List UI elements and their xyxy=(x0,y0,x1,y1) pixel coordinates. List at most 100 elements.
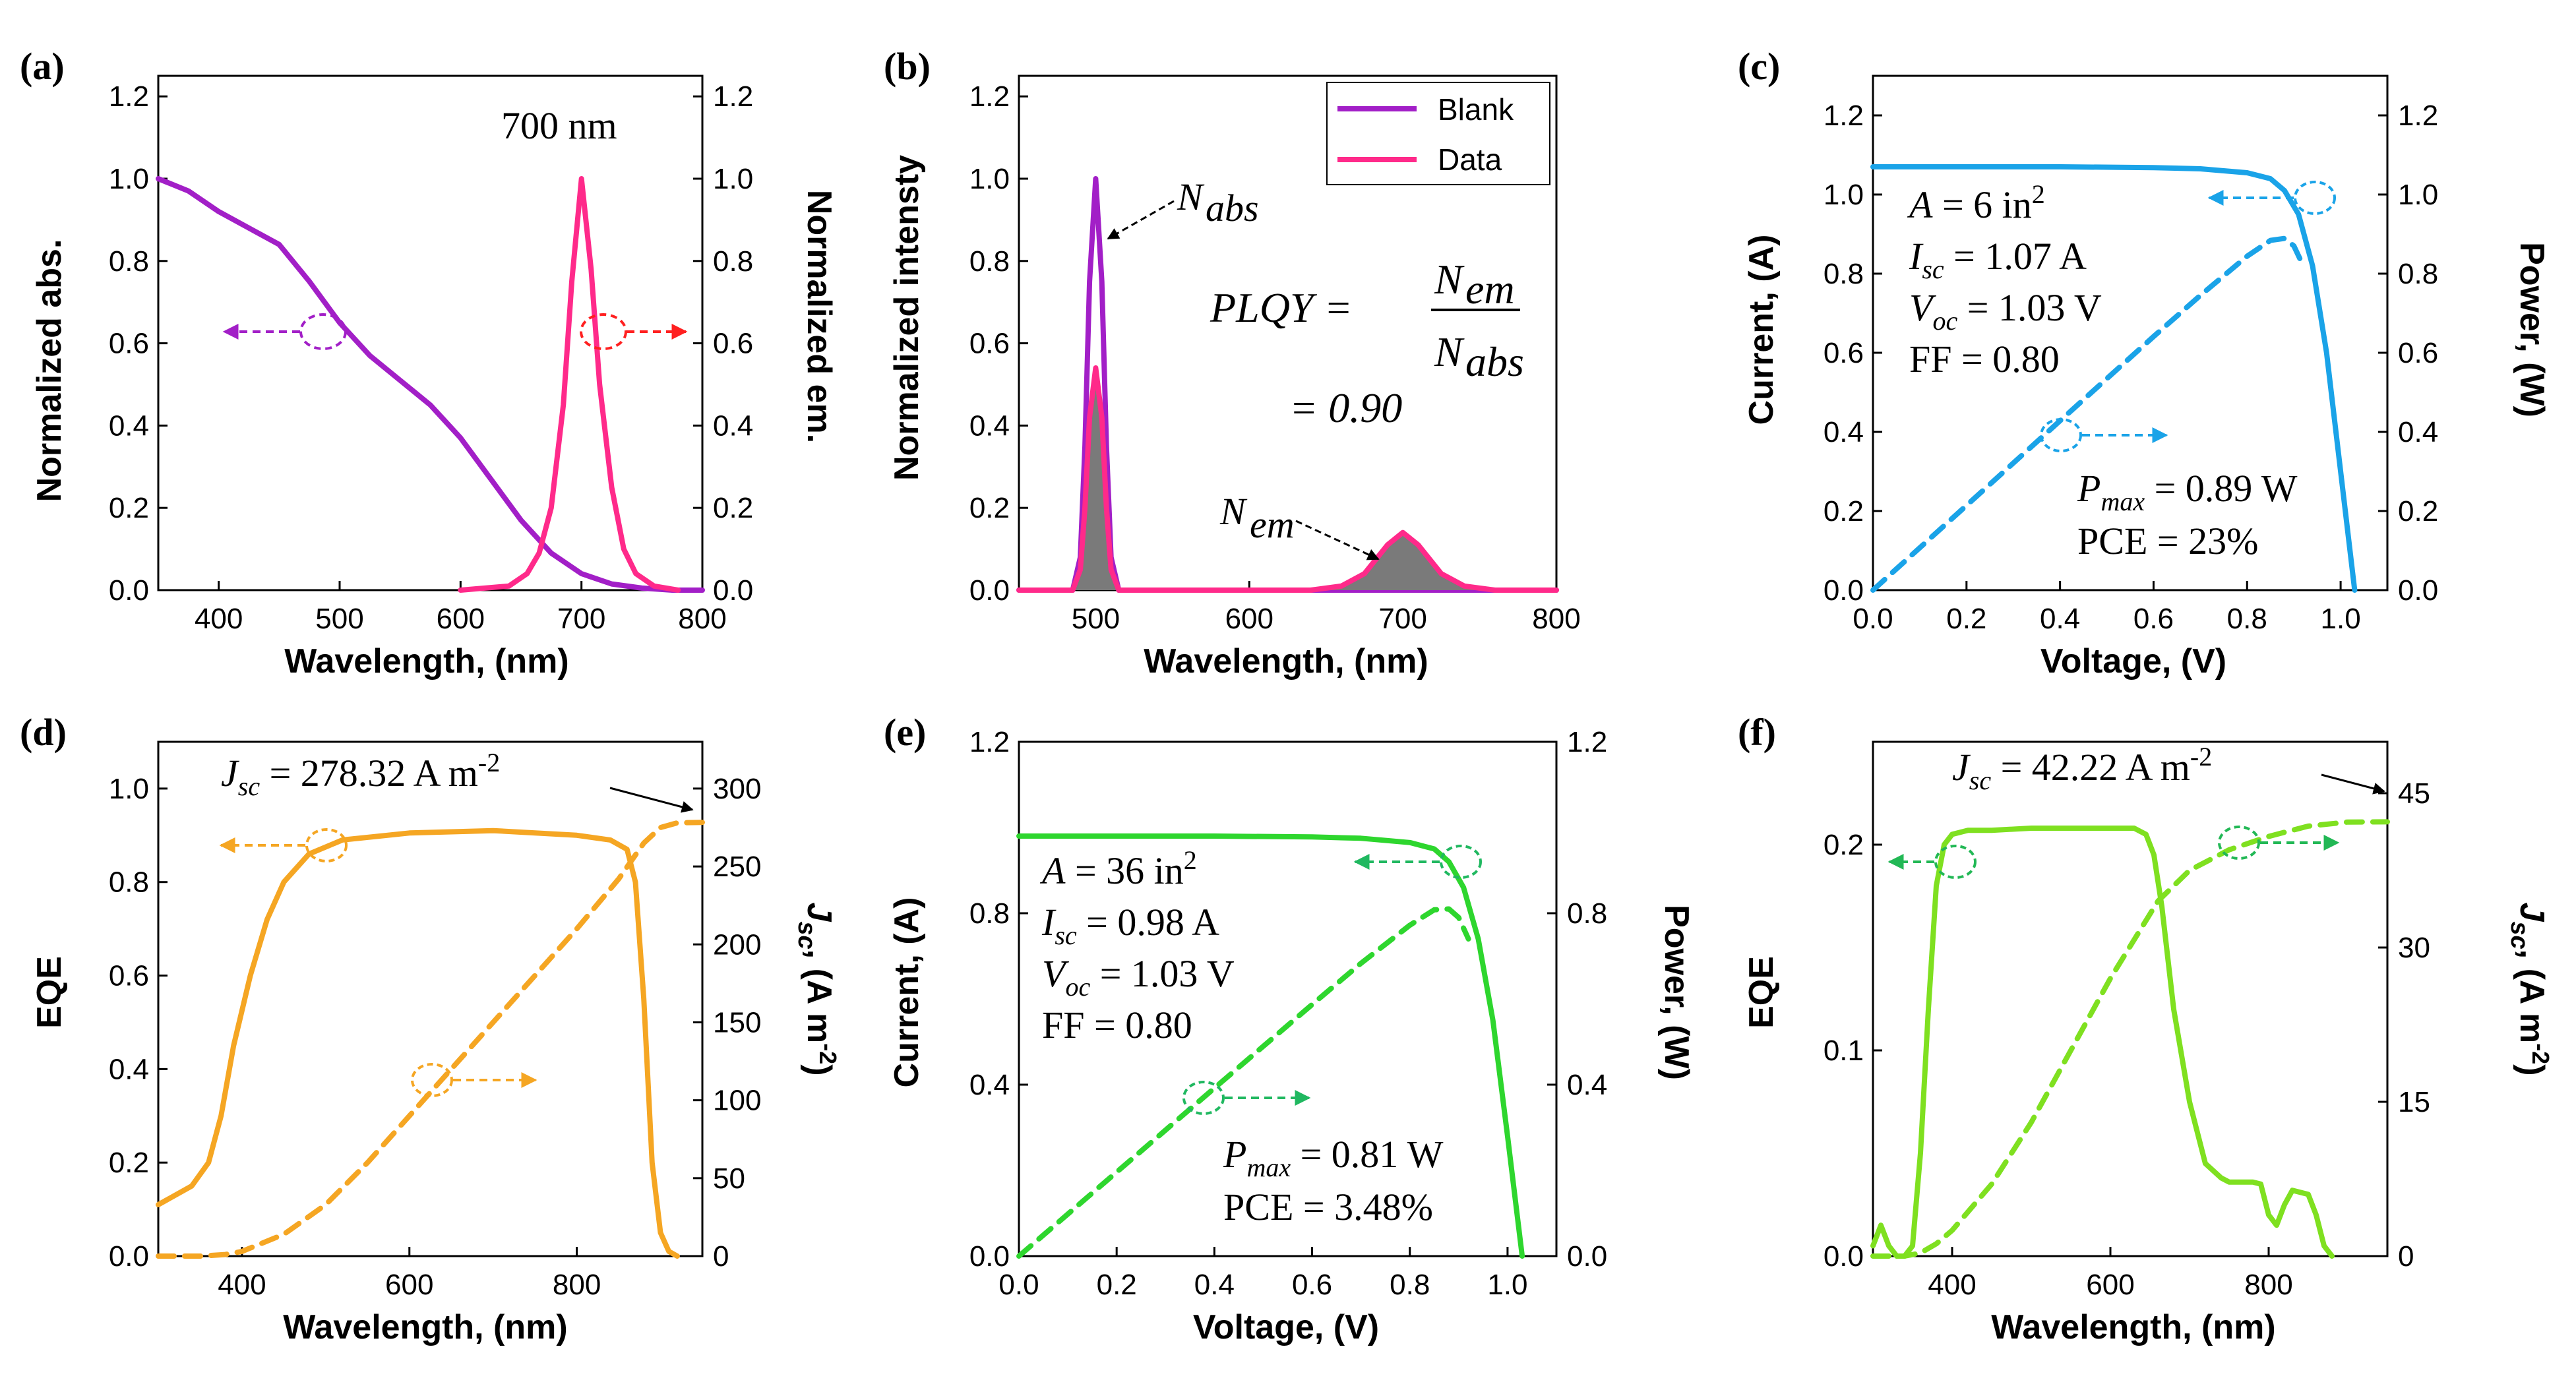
panel-e-annotations: A = 36 in2 Isc = 0.98 A Voc = 1.03 V FF … xyxy=(1039,845,1482,1228)
series-line-eqe xyxy=(156,828,680,1259)
y-tick-label: 0.8 xyxy=(109,866,149,899)
x-tick-label: 500 xyxy=(1072,603,1120,635)
legend-label-blank: Blank xyxy=(1438,92,1514,127)
c-pmax-sub: max xyxy=(2101,487,2145,516)
e-pmax-sub: max xyxy=(1246,1153,1291,1182)
panel-a-em-indicator xyxy=(580,313,688,350)
x-tick-label: 600 xyxy=(385,1269,433,1301)
x-tick-label: 0.4 xyxy=(1194,1269,1235,1301)
y-tick-label: 0.6 xyxy=(1824,337,1864,369)
panel-c-series xyxy=(1870,164,2358,593)
panel-e-y2label: Power, (W) xyxy=(1657,905,1696,1080)
f-y2label-rest: , (A m xyxy=(2513,949,2551,1044)
panel-label-c: (c) xyxy=(1738,45,1780,88)
y2-tick-label: 150 xyxy=(713,1006,761,1039)
y2-tick-label: 0.8 xyxy=(713,245,753,278)
panel-a-annotation-700nm: 700 nm xyxy=(501,104,617,147)
formula-num: N xyxy=(1434,256,1465,303)
series-line-normalized-em- xyxy=(458,176,681,593)
y-tick-label: 0.0 xyxy=(1824,574,1864,607)
e-isc-val: = 0.98 A xyxy=(1077,901,1220,944)
formula-den: N xyxy=(1434,328,1465,375)
x-tick-label: 600 xyxy=(437,603,485,635)
y2-tick-label: 1.0 xyxy=(713,163,753,195)
panel-f: (f) 400 600 800 0.0 0.1 0.2 0 15 30 45 Wavelength… xyxy=(1738,711,2554,1346)
y2-tick-label: 15 xyxy=(2398,1086,2430,1118)
series-line-eqe xyxy=(1870,826,2335,1259)
y-tick-label: 0.1 xyxy=(1824,1035,1864,1067)
panel-c-y2label: Power, (W) xyxy=(2513,242,2551,417)
x-tick-label: 0.6 xyxy=(1292,1269,1332,1301)
x-tick-label: 800 xyxy=(2244,1269,2292,1301)
panel-e-xlabel: Voltage, (V) xyxy=(1193,1308,1379,1346)
y2-tick-label: 0.0 xyxy=(713,574,753,607)
y2-tick-label: 0.0 xyxy=(1567,1240,1607,1273)
x-tick-label: 600 xyxy=(2086,1269,2134,1301)
svg-text:Voc = 1.03 V: Voc = 1.03 V xyxy=(1042,952,1235,1002)
e-voc-sub: oc xyxy=(1065,972,1090,1002)
e-pce: PCE = 3.48% xyxy=(1223,1186,1433,1228)
x-tick-label: 700 xyxy=(1378,603,1426,635)
c-pmax-val: = 0.89 W xyxy=(2145,467,2298,510)
y2-tick-label: 1.2 xyxy=(2398,100,2438,132)
series-line-jsc xyxy=(1870,819,2390,1259)
e-isc-main: I xyxy=(1041,901,1057,944)
svg-text:Voc = 1.03 V: Voc = 1.03 V xyxy=(1909,286,2102,336)
panel-b: (b) 500 600 700 800 0.0 0.2 0.4 0.6 0.8 1.0 1.2 Wa… xyxy=(884,45,1581,680)
svg-text:Jsc, (A m-2): Jsc, (A m-2) xyxy=(793,902,842,1075)
y-tick-label: 1.2 xyxy=(969,726,1010,758)
panel-f-annotations: Jsc = 42.22 A m-2 xyxy=(1887,742,2385,879)
x-tick-label: 400 xyxy=(218,1269,266,1301)
y-tick-label: 0.8 xyxy=(969,245,1010,278)
y-tick-label: 1.2 xyxy=(109,80,149,113)
y2-tick-label: 0.6 xyxy=(713,328,753,360)
x-tick-label: 0.2 xyxy=(1946,603,1986,635)
svg-text:Jsc = 42.22 A m-2: Jsc = 42.22 A m-2 xyxy=(1952,742,2212,795)
y2-tick-label: 0.8 xyxy=(2398,258,2438,290)
y-tick-label: 0.0 xyxy=(109,1240,149,1273)
y-tick-label: 1.0 xyxy=(1824,179,1864,211)
panel-c-ylabel: Current, (A) xyxy=(1742,235,1781,425)
panel-c: (c) 0.0 0.2 0.4 0.6 0.8 1.0 0.0 0.2 0.4 0.6 0.8 1.0… xyxy=(1738,45,2551,680)
y-tick-label: 0.2 xyxy=(1824,495,1864,527)
c-area-val: = 6 in xyxy=(1932,183,2031,226)
y2-tick-label: 0.4 xyxy=(1567,1069,1607,1101)
y2-tick-label: 1.2 xyxy=(713,80,753,113)
d-jsc-sub: sc xyxy=(238,771,261,801)
y-tick-label: 0.2 xyxy=(109,1147,149,1179)
c-voc-val: = 1.03 V xyxy=(1957,286,2102,329)
f-y2label-sup: -2 xyxy=(2527,1043,2554,1064)
e-area-val: = 36 in xyxy=(1065,849,1183,892)
y-tick-label: 0.2 xyxy=(109,492,149,524)
x-tick-label: 600 xyxy=(1225,603,1273,635)
y2-tick-label: 100 xyxy=(713,1085,761,1117)
nabs-main: N xyxy=(1177,175,1205,218)
c-ff: FF = 0.80 xyxy=(1909,338,2060,380)
y-tick-label: 0.8 xyxy=(969,897,1010,930)
y2-tick-label: 1.0 xyxy=(2398,179,2438,211)
y2-tick-label: 0 xyxy=(713,1240,729,1273)
e-voc-main: V xyxy=(1042,952,1070,995)
x-tick-label: 500 xyxy=(315,603,363,635)
panel-label-e: (e) xyxy=(884,711,926,754)
x-tick-label: 0.4 xyxy=(2040,603,2080,635)
x-tick-label: 400 xyxy=(195,603,243,635)
x-tick-label: 0.8 xyxy=(2227,603,2267,635)
y-tick-label: 0.0 xyxy=(109,574,149,607)
y2-tick-label: 250 xyxy=(713,851,761,883)
panel-a-y2label: Normalized em. xyxy=(800,190,838,443)
panel-d-ylabel: EQE xyxy=(30,956,69,1029)
y2-tick-label: 300 xyxy=(713,773,761,805)
series-line-current xyxy=(1870,164,2358,593)
series-line-current xyxy=(1016,833,1525,1259)
svg-text:Jsc = 278.32 A m-2: Jsc = 278.32 A m-2 xyxy=(221,748,500,801)
y2-tick-label: 200 xyxy=(713,928,761,961)
panel-b-nabs-label: N abs xyxy=(1107,175,1259,240)
panel-b-legend: Blank Data xyxy=(1326,82,1550,185)
panel-a-series xyxy=(156,176,705,593)
d-y2label-sup: -2 xyxy=(814,1043,842,1064)
svg-text:Isc = 0.98 A: Isc = 0.98 A xyxy=(1041,901,1219,950)
x-tick-label: 400 xyxy=(1928,1269,1976,1301)
panel-c-xlabel: Voltage, (V) xyxy=(2040,642,2226,680)
y-tick-label: 0.4 xyxy=(109,409,149,442)
